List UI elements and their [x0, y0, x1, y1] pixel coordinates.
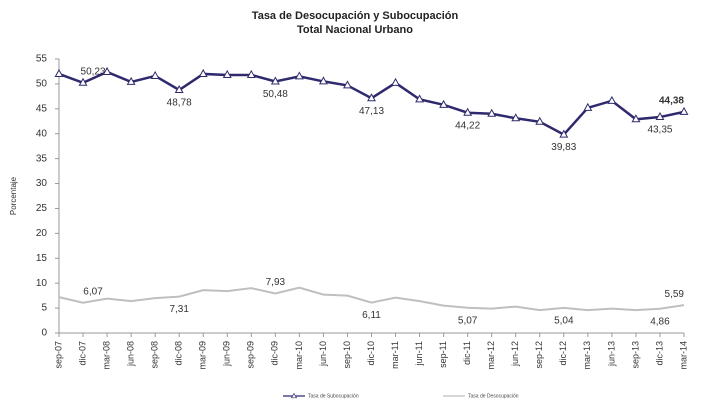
y-tick-label: 55	[36, 54, 48, 65]
data-label: 7,93	[266, 277, 286, 288]
x-tick-label: dic-09	[270, 341, 280, 366]
legend-marker	[290, 392, 298, 399]
y-tick-label: 25	[36, 203, 48, 214]
chart-title: Tasa de Desocupación y Subocupación	[252, 10, 459, 22]
x-tick-label: sep-13	[630, 341, 640, 369]
chart-subtitle: Total Nacional Urbano	[297, 24, 413, 36]
x-tick-label: dic-08	[174, 341, 184, 366]
data-point	[391, 77, 400, 86]
data-point	[463, 107, 473, 116]
data-point	[511, 113, 521, 122]
data-label: 43,35	[647, 125, 672, 136]
x-tick-label: jun-12	[510, 341, 520, 367]
x-tick-label: jun-11	[414, 341, 424, 366]
x-tick-label: mar-09	[198, 341, 208, 370]
x-tick-label: mar-13	[582, 341, 592, 370]
x-tick-label: mar-10	[294, 341, 304, 370]
data-label: 6,07	[83, 286, 103, 297]
data-label: 44,22	[455, 120, 480, 131]
data-point	[415, 94, 425, 103]
data-label: 50,23	[81, 66, 106, 77]
data-point	[559, 129, 569, 138]
data-point	[439, 99, 449, 108]
y-tick-label: 45	[36, 103, 48, 114]
x-tick-label: sep-10	[342, 341, 352, 369]
y-tick-label: 10	[36, 278, 48, 289]
x-tick-label: mar-08	[101, 341, 111, 370]
data-point	[607, 95, 617, 104]
data-point	[367, 93, 376, 102]
data-point	[174, 84, 184, 93]
data-label: 6,11	[362, 310, 381, 321]
data-point	[655, 112, 665, 121]
data-label: 5,59	[665, 289, 685, 300]
data-point	[631, 114, 641, 123]
x-tick-label: mar-12	[486, 341, 496, 370]
data-point	[487, 108, 497, 117]
data-label: 5,04	[554, 316, 574, 327]
x-tick-label: sep-11	[438, 341, 448, 368]
data-point	[679, 106, 689, 115]
y-tick-label: 20	[36, 228, 48, 239]
data-label: 7,31	[169, 304, 189, 315]
data-label: 39,83	[551, 142, 576, 153]
x-tick-label: mar-14	[678, 341, 688, 370]
x-tick-label: sep-07	[53, 341, 63, 369]
data-point	[270, 76, 280, 85]
data-point	[535, 116, 545, 125]
x-tick-label: sep-12	[534, 341, 544, 369]
series-line	[58, 70, 685, 137]
x-tick-label: mar-11	[390, 341, 400, 369]
data-label: 50,48	[263, 89, 288, 100]
x-tick-label: sep-08	[150, 341, 160, 369]
data-point	[583, 102, 593, 111]
data-point	[54, 68, 64, 77]
data-label: 4,86	[650, 316, 670, 327]
data-label: 48,78	[167, 98, 192, 109]
x-tick-label: dic-12	[558, 341, 568, 366]
data-point	[246, 69, 256, 78]
data-point	[102, 66, 112, 75]
x-tick-label: dic-11	[462, 341, 472, 365]
data-point	[198, 68, 208, 77]
data-label: 44,38	[659, 96, 684, 107]
data-point	[343, 80, 352, 89]
legend-label: Tasa de Desocupación	[468, 393, 519, 399]
data-label: 47,13	[359, 106, 384, 117]
series-line	[58, 286, 685, 312]
y-tick-label: 30	[36, 178, 48, 189]
data-point	[222, 69, 232, 78]
y-tick-label: 40	[36, 128, 48, 139]
data-point	[294, 71, 304, 80]
y-tick-label: 5	[41, 303, 47, 314]
data-label: 5,07	[458, 315, 478, 326]
data-point	[126, 76, 136, 85]
x-tick-label: dic-07	[77, 341, 87, 366]
x-tick-label: jun-09	[222, 341, 232, 367]
data-point	[150, 70, 160, 79]
x-tick-label: sep-09	[246, 341, 256, 369]
y-tick-label: 0	[41, 328, 47, 339]
legend-label: Tasa de Subocupación	[308, 393, 359, 399]
data-point	[78, 77, 88, 86]
data-point	[318, 76, 328, 85]
y-axis-label: Porcentaje	[9, 176, 18, 215]
x-tick-label: dic-13	[654, 341, 664, 366]
y-tick-label: 50	[36, 79, 48, 90]
x-tick-label: jun-13	[606, 341, 616, 367]
x-tick-label: dic-10	[366, 341, 376, 366]
x-tick-label: jun-10	[318, 341, 328, 367]
y-tick-label: 35	[36, 153, 48, 164]
x-tick-label: jun-08	[125, 341, 135, 367]
y-tick-label: 15	[36, 253, 48, 264]
